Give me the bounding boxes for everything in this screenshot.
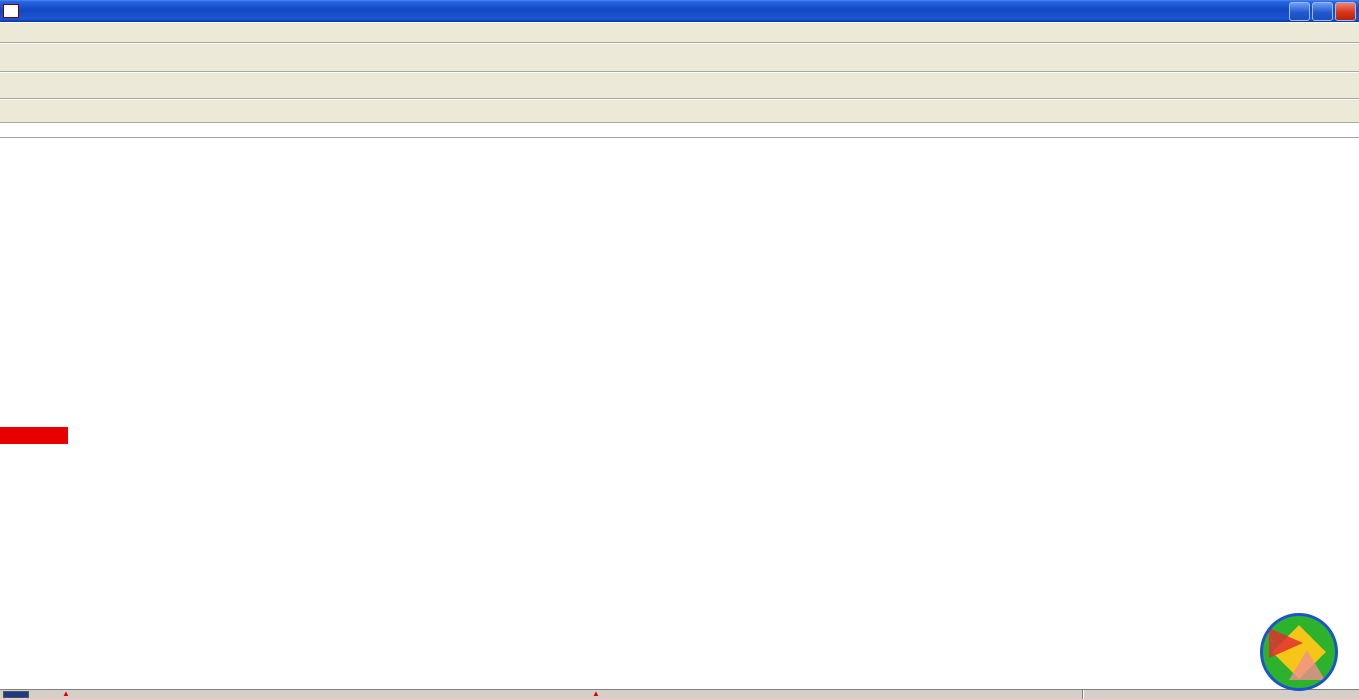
macd-header bbox=[0, 607, 1359, 621]
gann360-logo-circle bbox=[1260, 613, 1338, 691]
scroll-marker-mid: ▲ bbox=[592, 689, 600, 698]
scrollbar-left-icon[interactable] bbox=[3, 691, 29, 698]
drawing-toolbar bbox=[0, 99, 1359, 123]
minimize-button[interactable] bbox=[1289, 1, 1310, 21]
scroll-marker-left: ▲ bbox=[62, 689, 70, 698]
navigation-toolbar bbox=[0, 72, 1359, 99]
gann360-logo bbox=[1258, 609, 1356, 697]
bottom-scrollbar[interactable]: ▲ ▲ bbox=[0, 689, 1359, 699]
main-toolbar bbox=[0, 43, 1359, 72]
close-button[interactable] bbox=[1335, 1, 1356, 21]
menu-bar bbox=[0, 22, 1359, 43]
app-icon bbox=[3, 4, 19, 18]
chart-region: ▲ ▲ bbox=[0, 123, 1359, 699]
date-axis[interactable] bbox=[0, 123, 1359, 138]
restore-button[interactable] bbox=[1312, 1, 1333, 21]
window-controls bbox=[1289, 1, 1356, 21]
price-tag-20 bbox=[0, 427, 68, 444]
title-bar bbox=[0, 0, 1359, 22]
scrollbar-divider bbox=[1082, 690, 1084, 699]
